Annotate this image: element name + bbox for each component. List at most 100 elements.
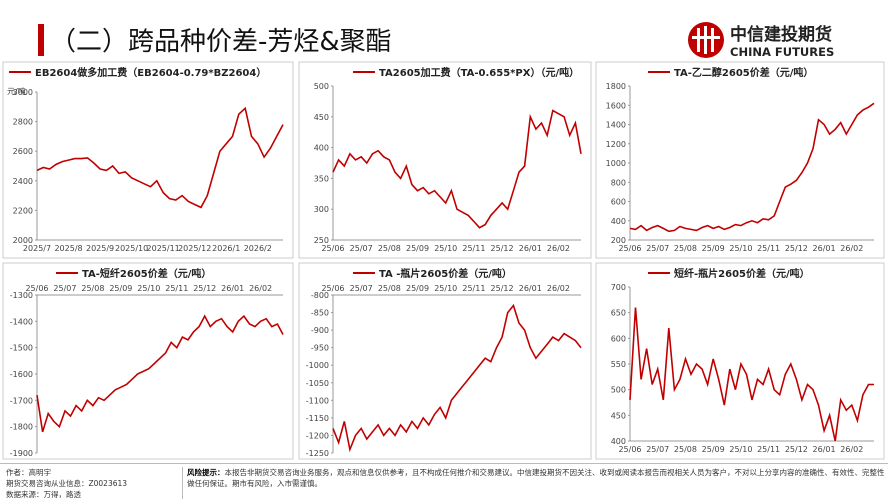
footer-left: 作者：高明宇 期货交易咨询从业信息：Z0023613 数据来源：万得，路透 [6, 467, 174, 500]
x-tick-label: 25/11 [757, 445, 780, 454]
y-tick-label: -1050 [306, 379, 329, 388]
x-tick-label: 26/02 [547, 284, 570, 293]
y-tick-label: -1100 [306, 396, 329, 405]
legend-label: EB2604做多加工费（EB2604-0.79*BZ2604） [35, 66, 266, 79]
source: 数据来源：万得，路透 [6, 490, 81, 499]
x-tick-label: 2025/8 [54, 244, 82, 253]
series-line [629, 307, 874, 442]
x-tick-label: 25/11 [757, 244, 780, 253]
logo-cn: 中信建投期货 [730, 24, 832, 45]
x-tick-label: 25/12 [193, 284, 216, 293]
x-tick-label: 25/06 [618, 244, 641, 253]
y-tick-label: -900 [311, 326, 329, 335]
logo-en: CHINA FUTURES [730, 45, 834, 59]
legend-label: TA2605加工费（TA-0.655*PX）（元/吨） [379, 66, 579, 79]
legend-label: TA-乙二醇2605价差（元/吨） [674, 66, 813, 79]
y-tick-label: -800 [311, 291, 329, 300]
y-tick-label: 2200 [13, 206, 33, 215]
y-tick-label: -1250 [306, 449, 329, 458]
x-tick-label: 2025/7 [23, 244, 51, 253]
y-tick-label: 2400 [13, 177, 33, 186]
x-tick-label: 26/02 [547, 244, 570, 253]
x-tick-label: 25/06 [321, 284, 344, 293]
legend-label: TA -瓶片2605价差（元/吨） [379, 267, 512, 280]
x-tick-label: 26/02 [840, 445, 863, 454]
slide: （二）跨品种价差-芳烃&聚酯 中信建投期货 CHINA FUTURES 2000… [2, 22, 885, 460]
y-tick-label: -1600 [10, 370, 33, 379]
y-tick-label: 250 [314, 236, 329, 245]
y-tick-label: -1400 [10, 317, 33, 326]
y-label: 元/吨 [7, 86, 26, 96]
x-tick-label: 25/11 [462, 284, 485, 293]
x-tick-label: 25/09 [702, 244, 725, 253]
y-tick-label: -1500 [10, 344, 33, 353]
y-tick-label: 1800 [606, 82, 626, 91]
y-tick-label: 500 [611, 386, 626, 395]
y-tick-label: 700 [611, 283, 626, 292]
x-tick-label: 25/06 [618, 445, 641, 454]
x-tick-label: 25/10 [137, 284, 160, 293]
x-tick-label: 25/07 [350, 284, 373, 293]
y-tick-label: -1900 [10, 449, 33, 458]
x-tick-label: 25/08 [378, 284, 401, 293]
y-tick-label: 400 [611, 217, 626, 226]
y-tick-label: 800 [611, 178, 626, 187]
y-tick-label: -1300 [10, 291, 33, 300]
x-tick-label: 25/12 [785, 445, 808, 454]
x-tick-label: 25/10 [434, 244, 457, 253]
chart-panel [595, 61, 885, 259]
legend-label: 短纤-瓶片2605价差（元/吨） [674, 267, 810, 280]
chart-panel [298, 262, 592, 460]
x-tick-label: 2025/12 [178, 244, 211, 253]
x-tick-label: 26/01 [221, 284, 244, 293]
author: 作者：高明宇 [6, 468, 51, 477]
series-line [332, 109, 582, 229]
x-tick-label: 26/01 [813, 244, 836, 253]
x-tick-label: 26/01 [519, 284, 542, 293]
x-tick-label: 25/12 [491, 284, 514, 293]
y-tick-label: 600 [611, 198, 626, 207]
x-tick-label: 26/01 [519, 244, 542, 253]
y-tick-label: 450 [314, 113, 329, 122]
y-tick-label: 1200 [606, 140, 626, 149]
y-tick-label: -1150 [306, 414, 329, 423]
y-tick-label: 2800 [13, 118, 33, 127]
x-tick-label: 25/08 [674, 445, 697, 454]
y-tick-label: -1000 [306, 361, 329, 370]
x-tick-label: 25/11 [165, 284, 188, 293]
x-tick-label: 25/07 [350, 244, 373, 253]
x-tick-label: 2025/10 [115, 244, 148, 253]
x-tick-label: 25/07 [53, 284, 76, 293]
y-tick-label: 1600 [606, 101, 626, 110]
y-tick-label: 1400 [606, 121, 626, 130]
title-bar [38, 24, 44, 56]
y-tick-label: 400 [314, 144, 329, 153]
logo [688, 22, 724, 58]
y-tick-label: -1200 [306, 431, 329, 440]
x-tick-label: 26/02 [840, 244, 863, 253]
x-tick-label: 25/06 [321, 244, 344, 253]
legend-label: TA-短纤2605价差（元/吨） [82, 267, 211, 280]
x-tick-label: 25/12 [785, 244, 808, 253]
x-tick-label: 25/08 [378, 244, 401, 253]
y-tick-label: 400 [611, 437, 626, 446]
y-tick-label: -1700 [10, 396, 33, 405]
x-tick-label: 25/08 [81, 284, 104, 293]
x-tick-label: 25/10 [434, 284, 457, 293]
series-line [36, 106, 284, 209]
risk-text: 本报告非期货交易咨询业务服务，观点和信息仅供参考，且不构成任何推介和交易建议。中… [187, 468, 885, 488]
x-tick-label: 26/02 [249, 284, 272, 293]
y-tick-label: 500 [314, 82, 329, 91]
y-tick-label: 650 [611, 309, 626, 318]
x-tick-label: 2026/2 [244, 244, 272, 253]
x-tick-label: 2025/11 [147, 244, 180, 253]
series-line [629, 102, 875, 233]
chart-panel [2, 61, 294, 259]
x-tick-label: 25/10 [729, 445, 752, 454]
x-tick-label: 25/08 [674, 244, 697, 253]
x-tick-label: 25/06 [25, 284, 48, 293]
y-tick-label: -950 [311, 344, 329, 353]
y-tick-label: 2000 [13, 236, 33, 245]
chart-panel [2, 262, 294, 460]
y-tick-label: 600 [611, 334, 626, 343]
